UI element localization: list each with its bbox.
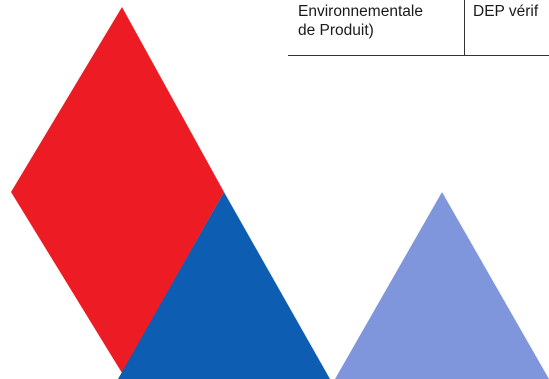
table-fragment: Environnementale de Produit) DEP vérif (288, 0, 549, 56)
light-blue-triangle-shape (335, 192, 549, 379)
column-divider (464, 0, 465, 55)
table-cell-left-line-1: Environnementale (298, 3, 423, 20)
dark-blue-triangle-shape (118, 192, 330, 379)
table-cell-left: Environnementale de Produit) (298, 2, 423, 40)
table-cell-right: DEP vérif (473, 3, 539, 20)
red-diamond-shape (11, 7, 224, 373)
table-cell-left-line-2: de Produit) (298, 22, 374, 39)
